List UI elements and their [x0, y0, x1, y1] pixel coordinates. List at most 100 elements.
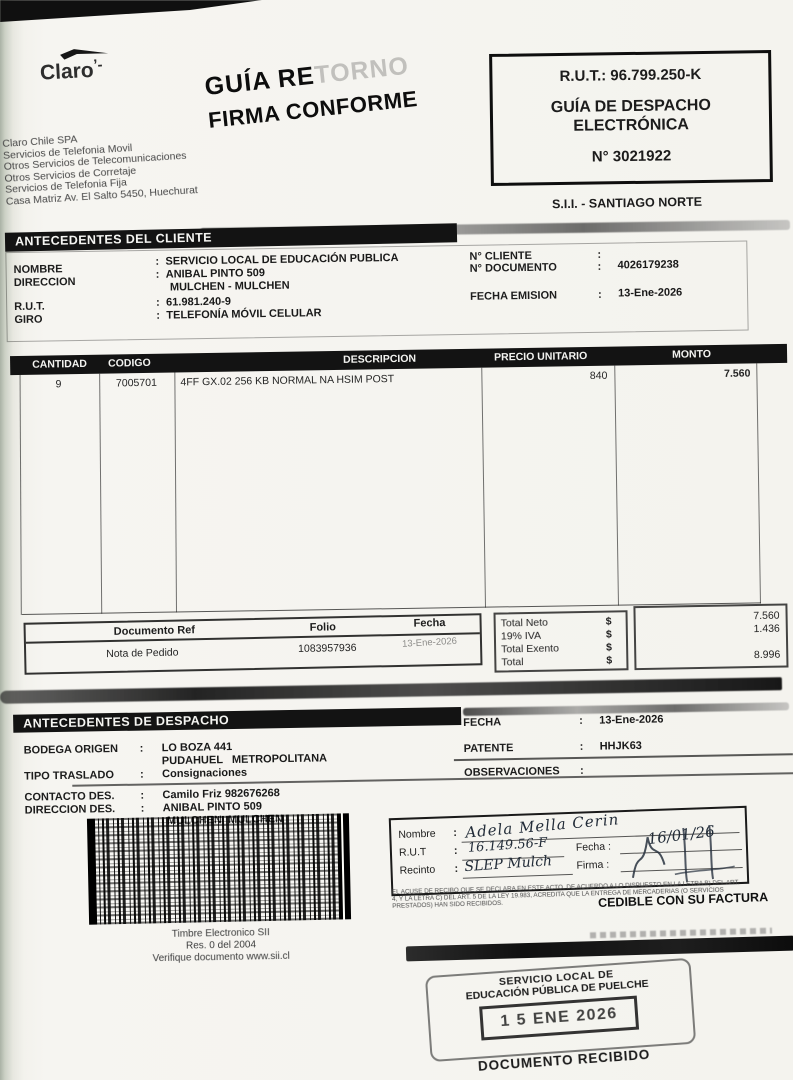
folio-value: 1083957936: [297, 641, 357, 656]
client-ncliente-label: N° CLIENTE: [469, 249, 533, 263]
doc-ref-col: Documento Ref: [113, 624, 196, 638]
colon: [597, 249, 601, 261]
item-descripcion: 4FF GX.02 256 KB NORMAL NA HSIM POST: [180, 373, 395, 389]
col-cantidad: CANTIDAD: [32, 357, 88, 371]
colon: [140, 790, 144, 802]
table-column-line: [756, 363, 761, 604]
items-table: CANTIDAD CODIGO DESCRIPCION PRECIO UNITA…: [8, 340, 793, 620]
contacto-value: Camilo Friz 982676268: [162, 787, 280, 802]
claro-logo-mark: ’-: [92, 56, 103, 74]
return-stamp-faded: TORNO: [313, 51, 411, 90]
colon: [454, 863, 458, 875]
rut-box: R.U.T.: 96.799.250-K GUÍA DE DESPACHO EL…: [489, 50, 773, 186]
folio-col: Folio: [309, 621, 337, 634]
currency-sign: $: [605, 628, 612, 641]
total-label: Total Neto: [500, 616, 549, 630]
tipo-traslado-value: Consignaciones: [162, 766, 248, 781]
observaciones-label: OBSERVACIONES: [464, 765, 560, 779]
doc-type-title2: ELECTRÓNICA: [573, 116, 689, 135]
fecha-col: Fecha: [413, 616, 446, 630]
item-codigo: 7005701: [115, 376, 157, 390]
currency-sign: $: [605, 615, 612, 628]
fecha-value: 13-Ene-2026: [401, 635, 458, 650]
currency-sign: $: [606, 654, 613, 667]
client-rut-value: 61.981.240-9: [166, 295, 232, 309]
colon: [580, 765, 584, 777]
client-nombre-label: NOMBRE: [13, 263, 63, 277]
client-direccion-value2: MULCHEN - MULCHEN: [169, 279, 290, 294]
received-stamp: SERVICIO LOCAL DE EDUCACIÓN PÚBLICA DE P…: [420, 950, 727, 1080]
client-direccion-label: DIRECCION: [13, 276, 76, 290]
col-monto: MONTO: [671, 348, 712, 361]
totals-values-box: 7.560 1.436 8.996: [633, 603, 789, 671]
scan-divider-bar: [0, 677, 783, 704]
handwritten-signature-strokes: [631, 824, 735, 883]
return-stamp: GUÍA RETORNO FIRMA CONFORME: [203, 51, 419, 134]
totals-labels-box: Total Neto 19% IVA Total Exento Total $ …: [493, 610, 629, 673]
sii-pdf417-barcode: [86, 813, 352, 925]
folio-number: N° 3021922: [591, 147, 672, 166]
table-column-line: [19, 374, 22, 615]
signature-box: Nombre R.U.T Recinto Fecha : Firma : Ade…: [388, 805, 750, 897]
col-descripcion: DESCRIPCION: [343, 352, 417, 366]
rut-number: R.U.T.: 96.799.250-K: [559, 66, 702, 85]
doc-ref-value: Nota de Pedido: [106, 646, 179, 661]
handwritten-recinto: SLEP Mulch: [463, 853, 553, 876]
client-giro-value: TELEFONÍA MÓVIL CELULAR: [166, 307, 322, 322]
sig-nombre-label: Nombre: [398, 827, 436, 841]
bodega-label: BODEGA ORIGEN: [23, 742, 119, 757]
colon: [580, 741, 584, 753]
table-column-line: [614, 365, 619, 606]
total-value: 8.996: [753, 648, 781, 662]
colon: [453, 827, 457, 839]
bodega-value2: PUDAHUEL METROPOLITANA: [161, 752, 328, 768]
item-precio: 840: [589, 369, 608, 383]
colon: [140, 743, 144, 755]
client-direccion-value: ANIBAL PINTO 509: [165, 267, 266, 281]
client-fechaemision-value: 13-Ene-2026: [617, 286, 683, 300]
patente-underline: [453, 753, 793, 762]
item-cantidad: 9: [55, 378, 62, 391]
scan-corner-artifact: [0, 0, 262, 22]
colon: [141, 803, 145, 815]
total-neto-value: 7.560: [753, 609, 780, 623]
sii-office: S.I.I. - SANTIAGO NORTE: [551, 194, 703, 212]
client-ndoc-label: N° DOCUMENTO: [469, 261, 558, 275]
despacho-section-header: ANTECEDENTES DE DESPACHO: [13, 706, 462, 733]
company-info: Claro Chile SPA Servicios de Telefonia M…: [2, 127, 198, 208]
client-giro-label: GIRO: [14, 313, 43, 326]
sig-fecha-label: Fecha :: [575, 840, 612, 854]
colon: [579, 715, 583, 727]
tipo-traslado-label: TIPO TRASLADO: [24, 769, 115, 783]
bodega-value: LO BOZA 441: [161, 740, 233, 755]
despacho-fecha-value: 13-Ene-2026: [599, 713, 664, 727]
iva-value: 1.436: [753, 622, 780, 636]
total-label: Total Exento: [501, 642, 560, 656]
contacto-label: CONTACTO DES.: [24, 790, 115, 804]
colon: [155, 256, 159, 268]
totals-section: Total Neto 19% IVA Total Exento Total $ …: [493, 601, 792, 678]
colon: [156, 269, 160, 281]
colon: [454, 845, 458, 857]
colon: [156, 310, 160, 322]
item-monto: 7.560: [723, 367, 751, 380]
client-ndoc-value: 4026179238: [617, 258, 679, 272]
sig-firma-label: Firma :: [576, 858, 610, 872]
patente-label: PATENTE: [463, 742, 514, 755]
table-column-line: [481, 367, 487, 608]
colon: [598, 261, 602, 273]
sig-recinto-label: Recinto: [399, 863, 436, 877]
direccion-des-value: ANIBAL PINTO 509: [162, 800, 263, 815]
col-precio: PRECIO UNITARIO: [493, 350, 588, 364]
table-column-line: [174, 372, 178, 613]
claro-logo-text: Claro: [39, 58, 95, 85]
colon: [140, 769, 144, 781]
client-section: NOMBRE DIRECCION R.U.T. GIRO SERVICIO LO…: [5, 240, 786, 344]
direccion-des-label: DIRECCION DES.: [24, 803, 116, 817]
claro-logo: Claro’-: [39, 56, 103, 85]
sig-line: [462, 873, 573, 879]
currency-sign: $: [606, 641, 613, 654]
sii-stamp-text: Timbre Electronico SII Res. 0 del 2004 V…: [86, 926, 357, 967]
despacho-fecha-label: FECHA: [463, 716, 502, 729]
